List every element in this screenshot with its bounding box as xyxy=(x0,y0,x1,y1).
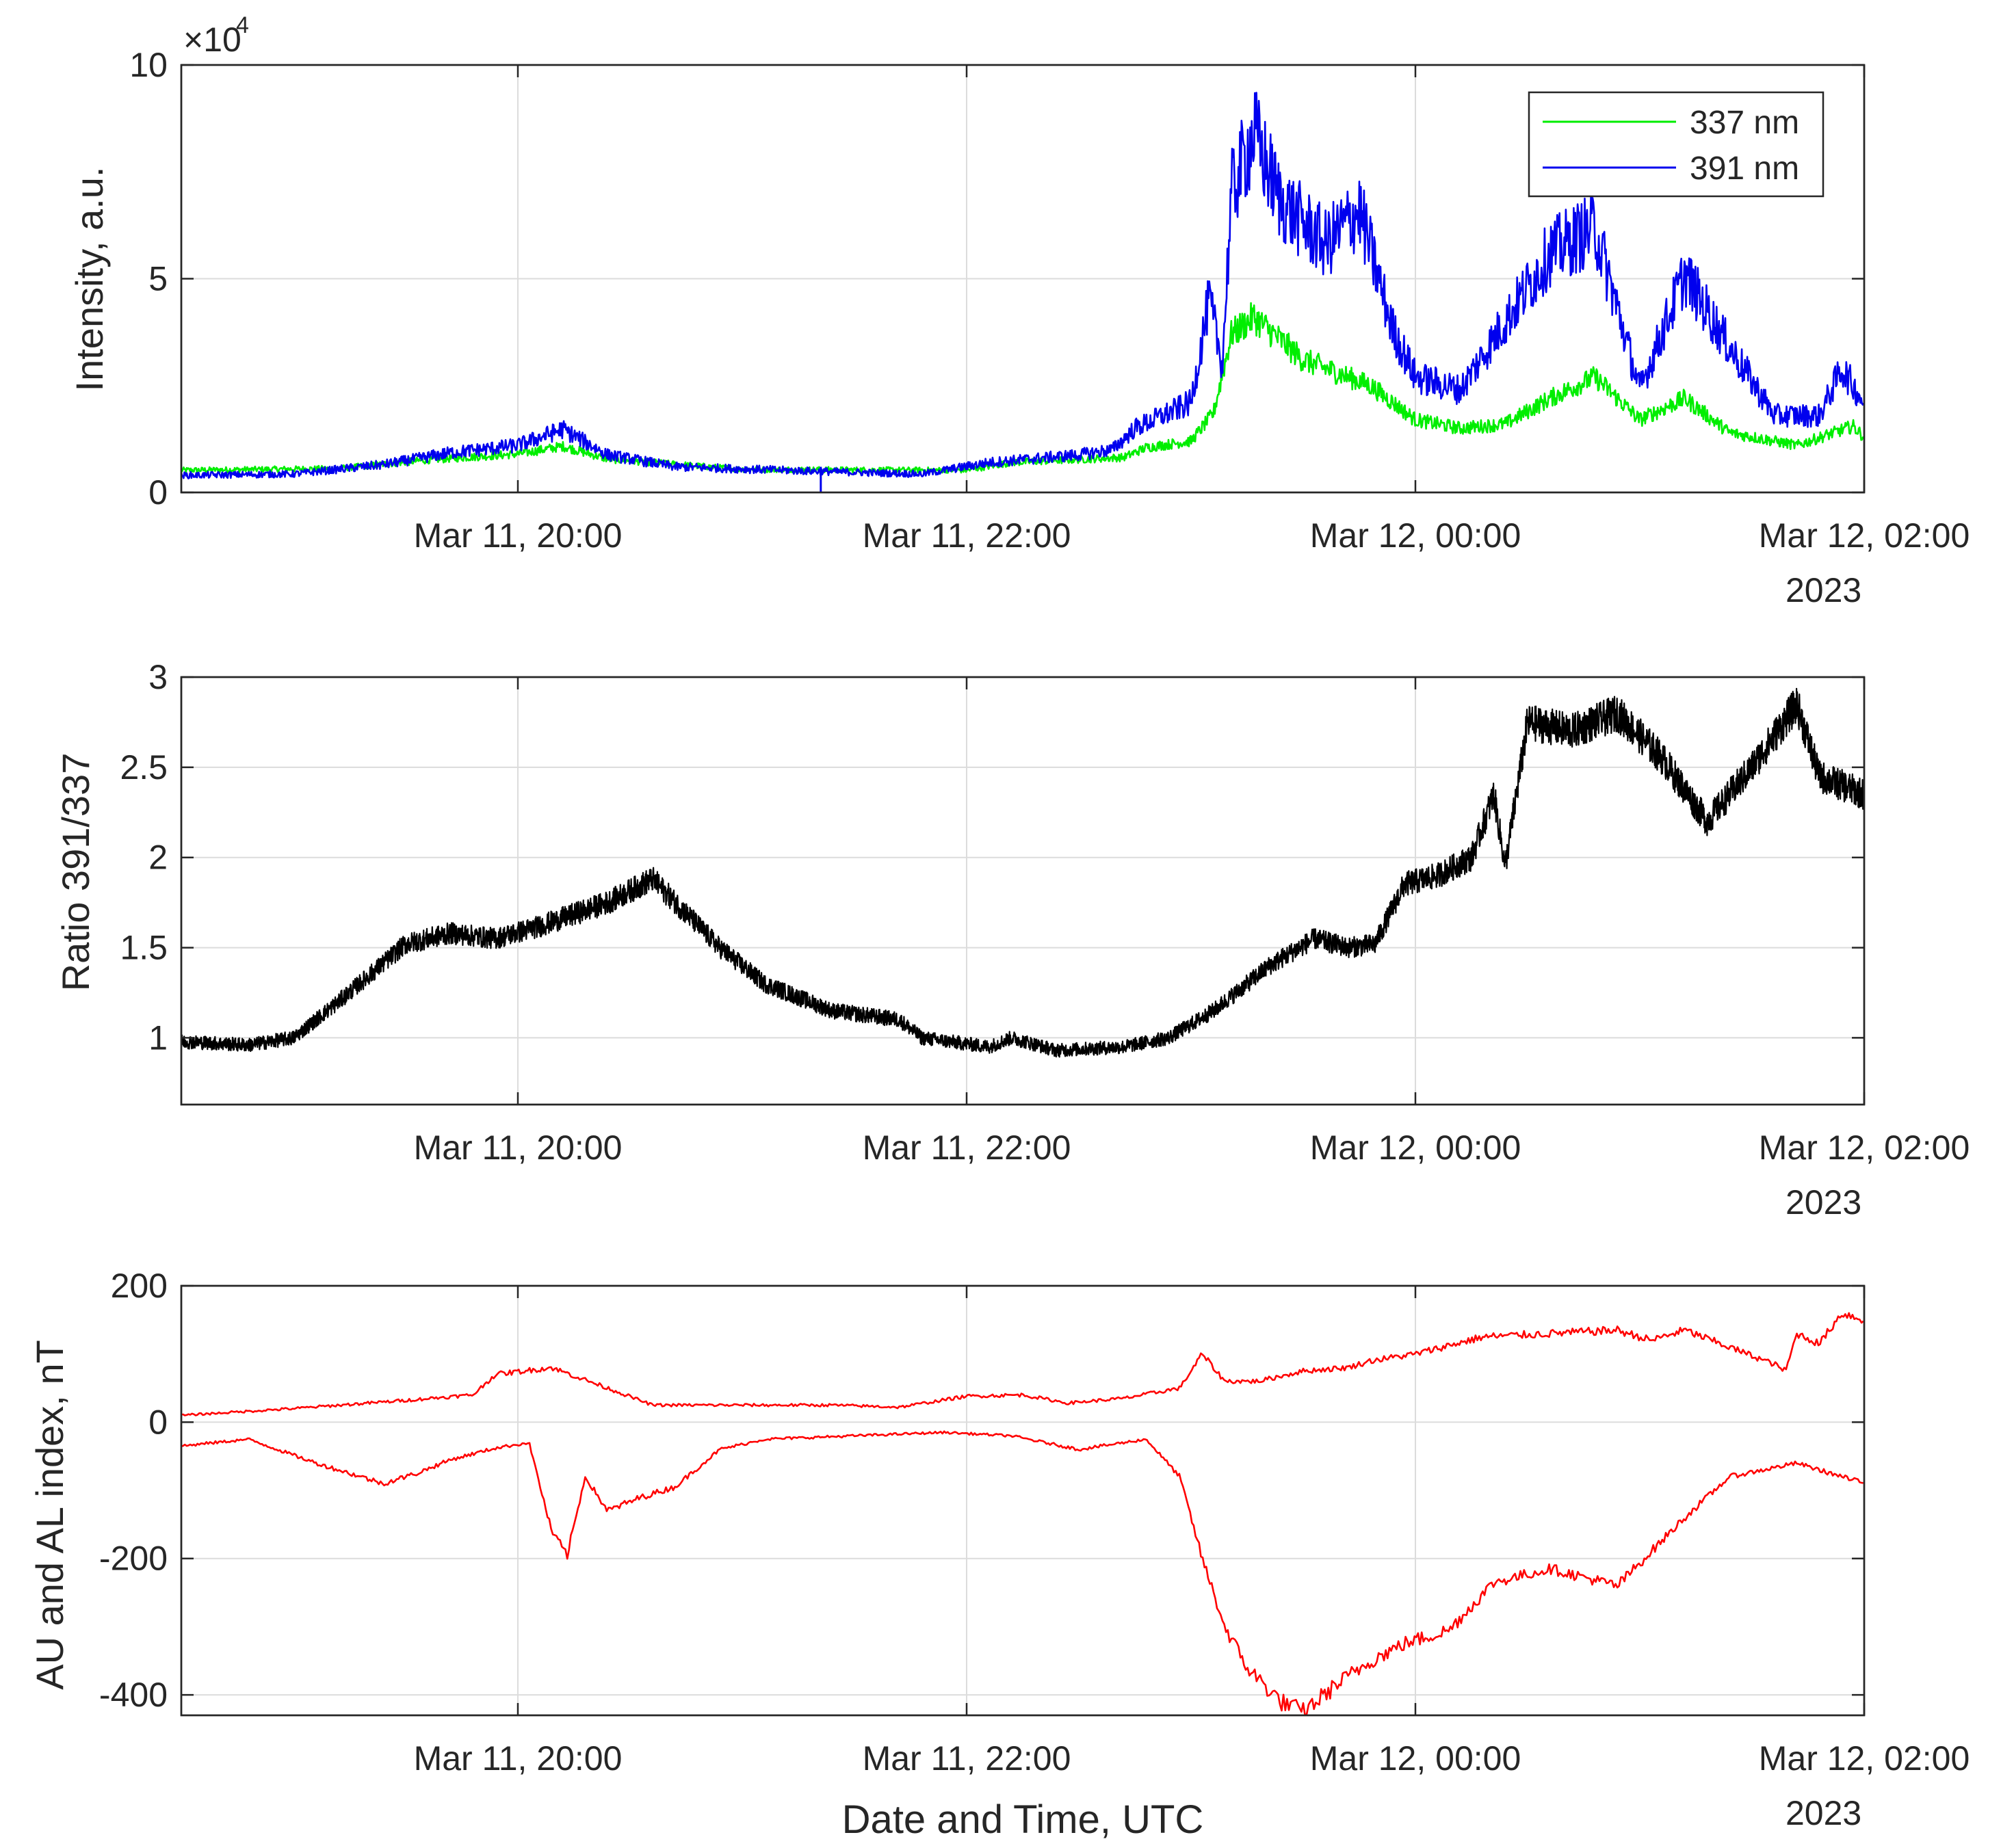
y-tick-label: 2.5 xyxy=(120,748,168,787)
x-year-label: 2023 xyxy=(1786,1183,1861,1222)
x-tick-label: Mar 12, 02:00 xyxy=(1759,1128,1970,1167)
series-line-al xyxy=(181,1430,1863,1717)
x-year-label: 2023 xyxy=(1786,1794,1861,1832)
auroral-panel: Mar 11, 20:00 Mar 11, 22:00 Mar 12, 00:00 M… xyxy=(28,1267,1970,1842)
auroral-ticks: Mar 11, 20:00 Mar 11, 22:00 Mar 12, 00:00 M… xyxy=(99,1267,1970,1832)
x-tick-label: Mar 12, 02:00 xyxy=(1759,516,1970,555)
ratio-axes-frame xyxy=(180,676,1866,1106)
y-tick-label: 5 xyxy=(148,260,168,298)
ratio-lines xyxy=(180,687,1865,1058)
x-year-label: 2023 xyxy=(1786,571,1861,609)
ratio-axes-border xyxy=(180,676,1866,1106)
y-tick-label: 1 xyxy=(148,1018,168,1057)
intensity-legend: 337 nm 391 nm xyxy=(1528,91,1825,198)
y-exponent-power: 4 xyxy=(236,12,249,38)
series-line-391-nm xyxy=(180,92,1865,479)
x-tick-label: Mar 11, 20:00 xyxy=(414,1128,623,1167)
series-line-au xyxy=(181,1312,1864,1416)
auroral-y-axis-label: AU and AL index, nT xyxy=(28,1340,71,1690)
x-tick-label: Mar 12, 00:00 xyxy=(1310,1128,1521,1167)
y-tick-label: 1.5 xyxy=(120,929,168,967)
legend-label-391: 391 nm xyxy=(1690,150,1799,187)
x-tick-label: Mar 11, 22:00 xyxy=(863,516,1071,555)
intensity-lines xyxy=(180,92,1865,492)
y-tick-label: 10 xyxy=(129,46,168,84)
y-tick-label: -400 xyxy=(99,1676,168,1714)
series-line-ratio-391-337 xyxy=(180,687,1865,1058)
x-tick-label: Mar 11, 20:00 xyxy=(414,1739,623,1778)
x-tick-label: Mar 11, 22:00 xyxy=(863,1128,1071,1167)
y-tick-label: 2 xyxy=(148,839,168,877)
y-exponent-label: ×10 xyxy=(183,21,241,59)
ratio-ticks: Mar 11, 20:00 Mar 11, 22:00 Mar 12, 00:00 M… xyxy=(120,658,1970,1222)
x-tick-label: Mar 11, 20:00 xyxy=(414,516,623,555)
auroral-axes-frame xyxy=(180,1284,1866,1717)
intensity-panel: Mar 11, 20:00 Mar 11, 22:00 Mar 12, 00:00 M… xyxy=(68,12,1970,609)
intensity-ticks: Mar 11, 20:00 Mar 11, 22:00 Mar 12, 00:00 M… xyxy=(129,46,1970,609)
auroral-axes-border xyxy=(180,1284,1866,1717)
x-axis-label: Date and Time, UTC xyxy=(842,1797,1204,1842)
intensity-y-axis-label: Intensity, a.u. xyxy=(68,167,111,392)
x-tick-label: Mar 12, 00:00 xyxy=(1310,516,1521,555)
legend-box xyxy=(1528,91,1825,198)
ratio-panel: Mar 11, 20:00 Mar 11, 22:00 Mar 12, 00:00 M… xyxy=(54,658,1970,1222)
legend-label-337: 337 nm xyxy=(1690,105,1799,141)
y-tick-label: 200 xyxy=(111,1267,168,1305)
series-line-337-nm xyxy=(180,302,1864,474)
y-tick-label: -200 xyxy=(99,1540,168,1578)
ratio-y-axis-label: Ratio 391/337 xyxy=(54,753,97,992)
x-tick-label: Mar 11, 22:00 xyxy=(863,1739,1071,1778)
auroral-lines xyxy=(181,1312,1864,1717)
y-tick-label: 0 xyxy=(148,473,168,512)
x-tick-label: Mar 12, 00:00 xyxy=(1310,1739,1521,1778)
y-tick-label: 3 xyxy=(148,658,168,696)
y-tick-label: 0 xyxy=(148,1403,168,1441)
x-tick-label: Mar 12, 02:00 xyxy=(1759,1739,1970,1778)
